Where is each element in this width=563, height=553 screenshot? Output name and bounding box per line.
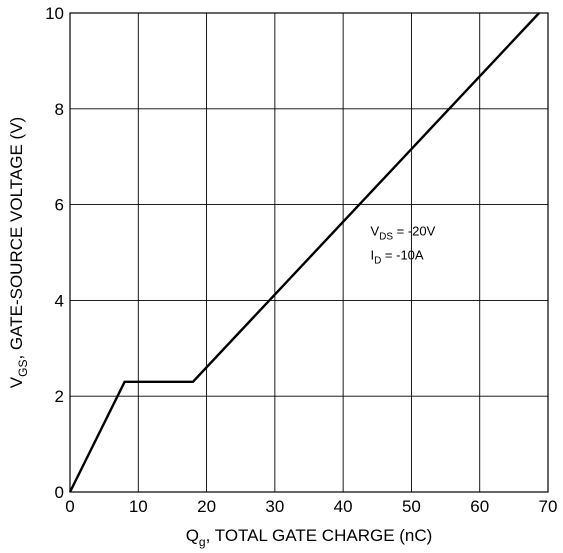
tick-labels: 0 10 20 30 40 50 60 70 0 2 4 6 8 10 [45, 4, 557, 516]
x-tick-label: 50 [402, 497, 421, 516]
annotation-text: ID = -10A [370, 248, 423, 267]
x-tick-label: 60 [470, 497, 489, 516]
plot-frame [69, 12, 549, 493]
y-tick-label: 2 [55, 387, 64, 406]
vgs-curve [68, 12, 540, 493]
y-tick-label: 8 [55, 100, 64, 119]
annotation-text: VDS = -20V [370, 224, 435, 243]
annotations: VDS = -20V ID = -10A [370, 224, 435, 267]
y-tick-label: 6 [55, 196, 64, 215]
series-group [68, 12, 540, 493]
x-axis-label: Qg, TOTAL GATE CHARGE (nC) [186, 526, 433, 549]
x-tick-label: 20 [197, 497, 216, 516]
y-tick-label: 10 [45, 4, 64, 23]
grid-lines [69, 12, 549, 493]
x-tick-label: 30 [265, 497, 284, 516]
y-tick-label: 0 [55, 483, 64, 502]
x-tick-label: 40 [334, 497, 353, 516]
x-tick-label: 70 [539, 497, 558, 516]
y-axis-label: VGS, GATE-SOURCE VOLTAGE (V) [7, 117, 30, 388]
x-tick-label: 10 [129, 497, 148, 516]
y-tick-label: 4 [55, 291, 64, 310]
x-tick-label: 0 [65, 497, 74, 516]
